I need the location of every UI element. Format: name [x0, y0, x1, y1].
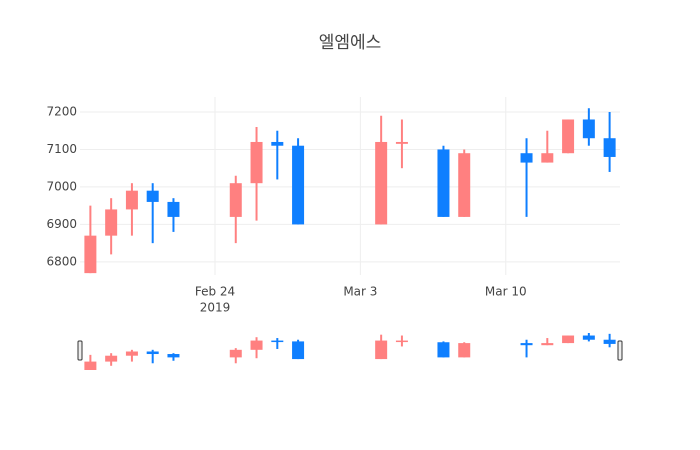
- x-tick-label: Mar 3: [343, 285, 377, 299]
- rangeslider-handle[interactable]: [77, 340, 83, 361]
- candle-body: [229, 183, 242, 217]
- slider-candle-body: [292, 341, 305, 360]
- slider-candle-body: [603, 339, 616, 344]
- slider-candle-body: [250, 340, 263, 350]
- slider-candle-body: [437, 342, 450, 358]
- candle-body: [167, 201, 180, 217]
- chart-title: 엘엠에스: [319, 33, 382, 53]
- candle-body: [375, 141, 388, 225]
- slider-candle-body: [582, 335, 595, 340]
- candle-body: [520, 153, 533, 163]
- slider-candle-body: [125, 351, 138, 356]
- slider-candle-body: [167, 354, 180, 358]
- slider-candle-body: [395, 340, 408, 343]
- slider-candle-body: [375, 340, 388, 360]
- candle-body: [562, 119, 575, 154]
- x-tick-label: Mar 10: [485, 285, 527, 299]
- candle-body: [84, 235, 97, 274]
- candle-body: [271, 141, 284, 146]
- slider-candle-body: [84, 361, 97, 370]
- candle-body: [437, 149, 450, 217]
- candle-body: [250, 141, 263, 184]
- slider-candle-body: [562, 335, 575, 344]
- y-tick-label: 7200: [46, 104, 77, 118]
- candle-body: [292, 145, 305, 225]
- candle-body: [146, 190, 159, 202]
- candle-body: [603, 138, 616, 157]
- rangeslider-bg: [80, 331, 620, 372]
- slider-candle-body: [458, 343, 471, 358]
- y-tick-label: 6800: [46, 254, 77, 268]
- candle-body: [541, 153, 554, 163]
- slider-candle-body: [229, 349, 242, 358]
- x-year-label: 2019: [200, 301, 231, 315]
- slider-candle-body: [271, 340, 284, 343]
- y-tick-label: 7000: [46, 179, 77, 193]
- slider-candle-body: [541, 343, 554, 346]
- candle-body: [105, 209, 118, 236]
- slider-candle-body: [146, 351, 159, 355]
- candle-body: [395, 141, 408, 144]
- candle-body: [582, 119, 595, 139]
- slider-candle-body: [105, 355, 118, 362]
- x-tick-label: Feb 24: [195, 285, 235, 299]
- rangeslider-handle[interactable]: [617, 340, 623, 361]
- candle-body: [125, 190, 138, 210]
- y-tick-label: 7100: [46, 142, 77, 156]
- y-tick-label: 6900: [46, 217, 77, 231]
- candle-body: [458, 153, 471, 217]
- slider-candle-body: [520, 343, 533, 346]
